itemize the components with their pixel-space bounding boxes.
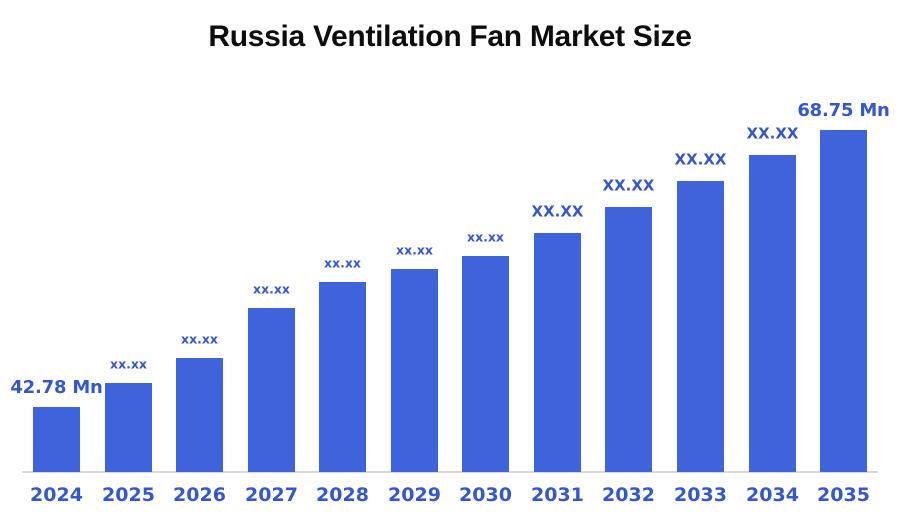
bar-2025 <box>105 383 152 472</box>
value-label-2026: xx.xx <box>181 331 218 347</box>
value-label-2032: XX.XX <box>602 176 655 195</box>
category-label-2027: 2027 <box>245 484 298 506</box>
bar-2026 <box>176 358 223 472</box>
value-label-2034: XX.XX <box>746 124 799 143</box>
bar-2034 <box>749 155 796 472</box>
bar-2032 <box>605 207 652 472</box>
category-label-2030: 2030 <box>459 484 512 506</box>
value-label-2028: xx.xx <box>324 255 361 271</box>
bar-2035 <box>820 130 867 472</box>
bar-2033 <box>677 181 724 472</box>
value-label-2033: XX.XX <box>674 150 727 169</box>
category-label-2029: 2029 <box>388 484 441 506</box>
value-label-2029: xx.xx <box>396 242 433 258</box>
bar-2031 <box>534 233 581 472</box>
category-label-2033: 2033 <box>674 484 727 506</box>
category-label-2028: 2028 <box>316 484 369 506</box>
value-label-2027: xx.xx <box>253 281 290 297</box>
bar-2024 <box>33 407 80 472</box>
value-label-2031: XX.XX <box>531 202 584 221</box>
value-label-2035: 68.75 Mn <box>797 100 890 122</box>
category-label-2035: 2035 <box>817 484 870 506</box>
bar-2029 <box>391 269 438 472</box>
x-axis-line <box>22 471 878 473</box>
value-label-2025: xx.xx <box>110 356 147 372</box>
category-label-2025: 2025 <box>102 484 155 506</box>
category-label-2031: 2031 <box>531 484 584 506</box>
category-label-2032: 2032 <box>602 484 655 506</box>
category-label-2034: 2034 <box>746 484 799 506</box>
value-label-2024: 42.78 Mn <box>10 377 103 399</box>
category-label-2024: 2024 <box>30 484 83 506</box>
chart-title: Russia Ventilation Fan Market Size <box>208 20 692 53</box>
bar-2030 <box>462 256 509 472</box>
bar-2028 <box>319 282 366 472</box>
bar-2027 <box>248 308 295 472</box>
value-label-2030: xx.xx <box>467 229 504 245</box>
category-label-2026: 2026 <box>173 484 226 506</box>
